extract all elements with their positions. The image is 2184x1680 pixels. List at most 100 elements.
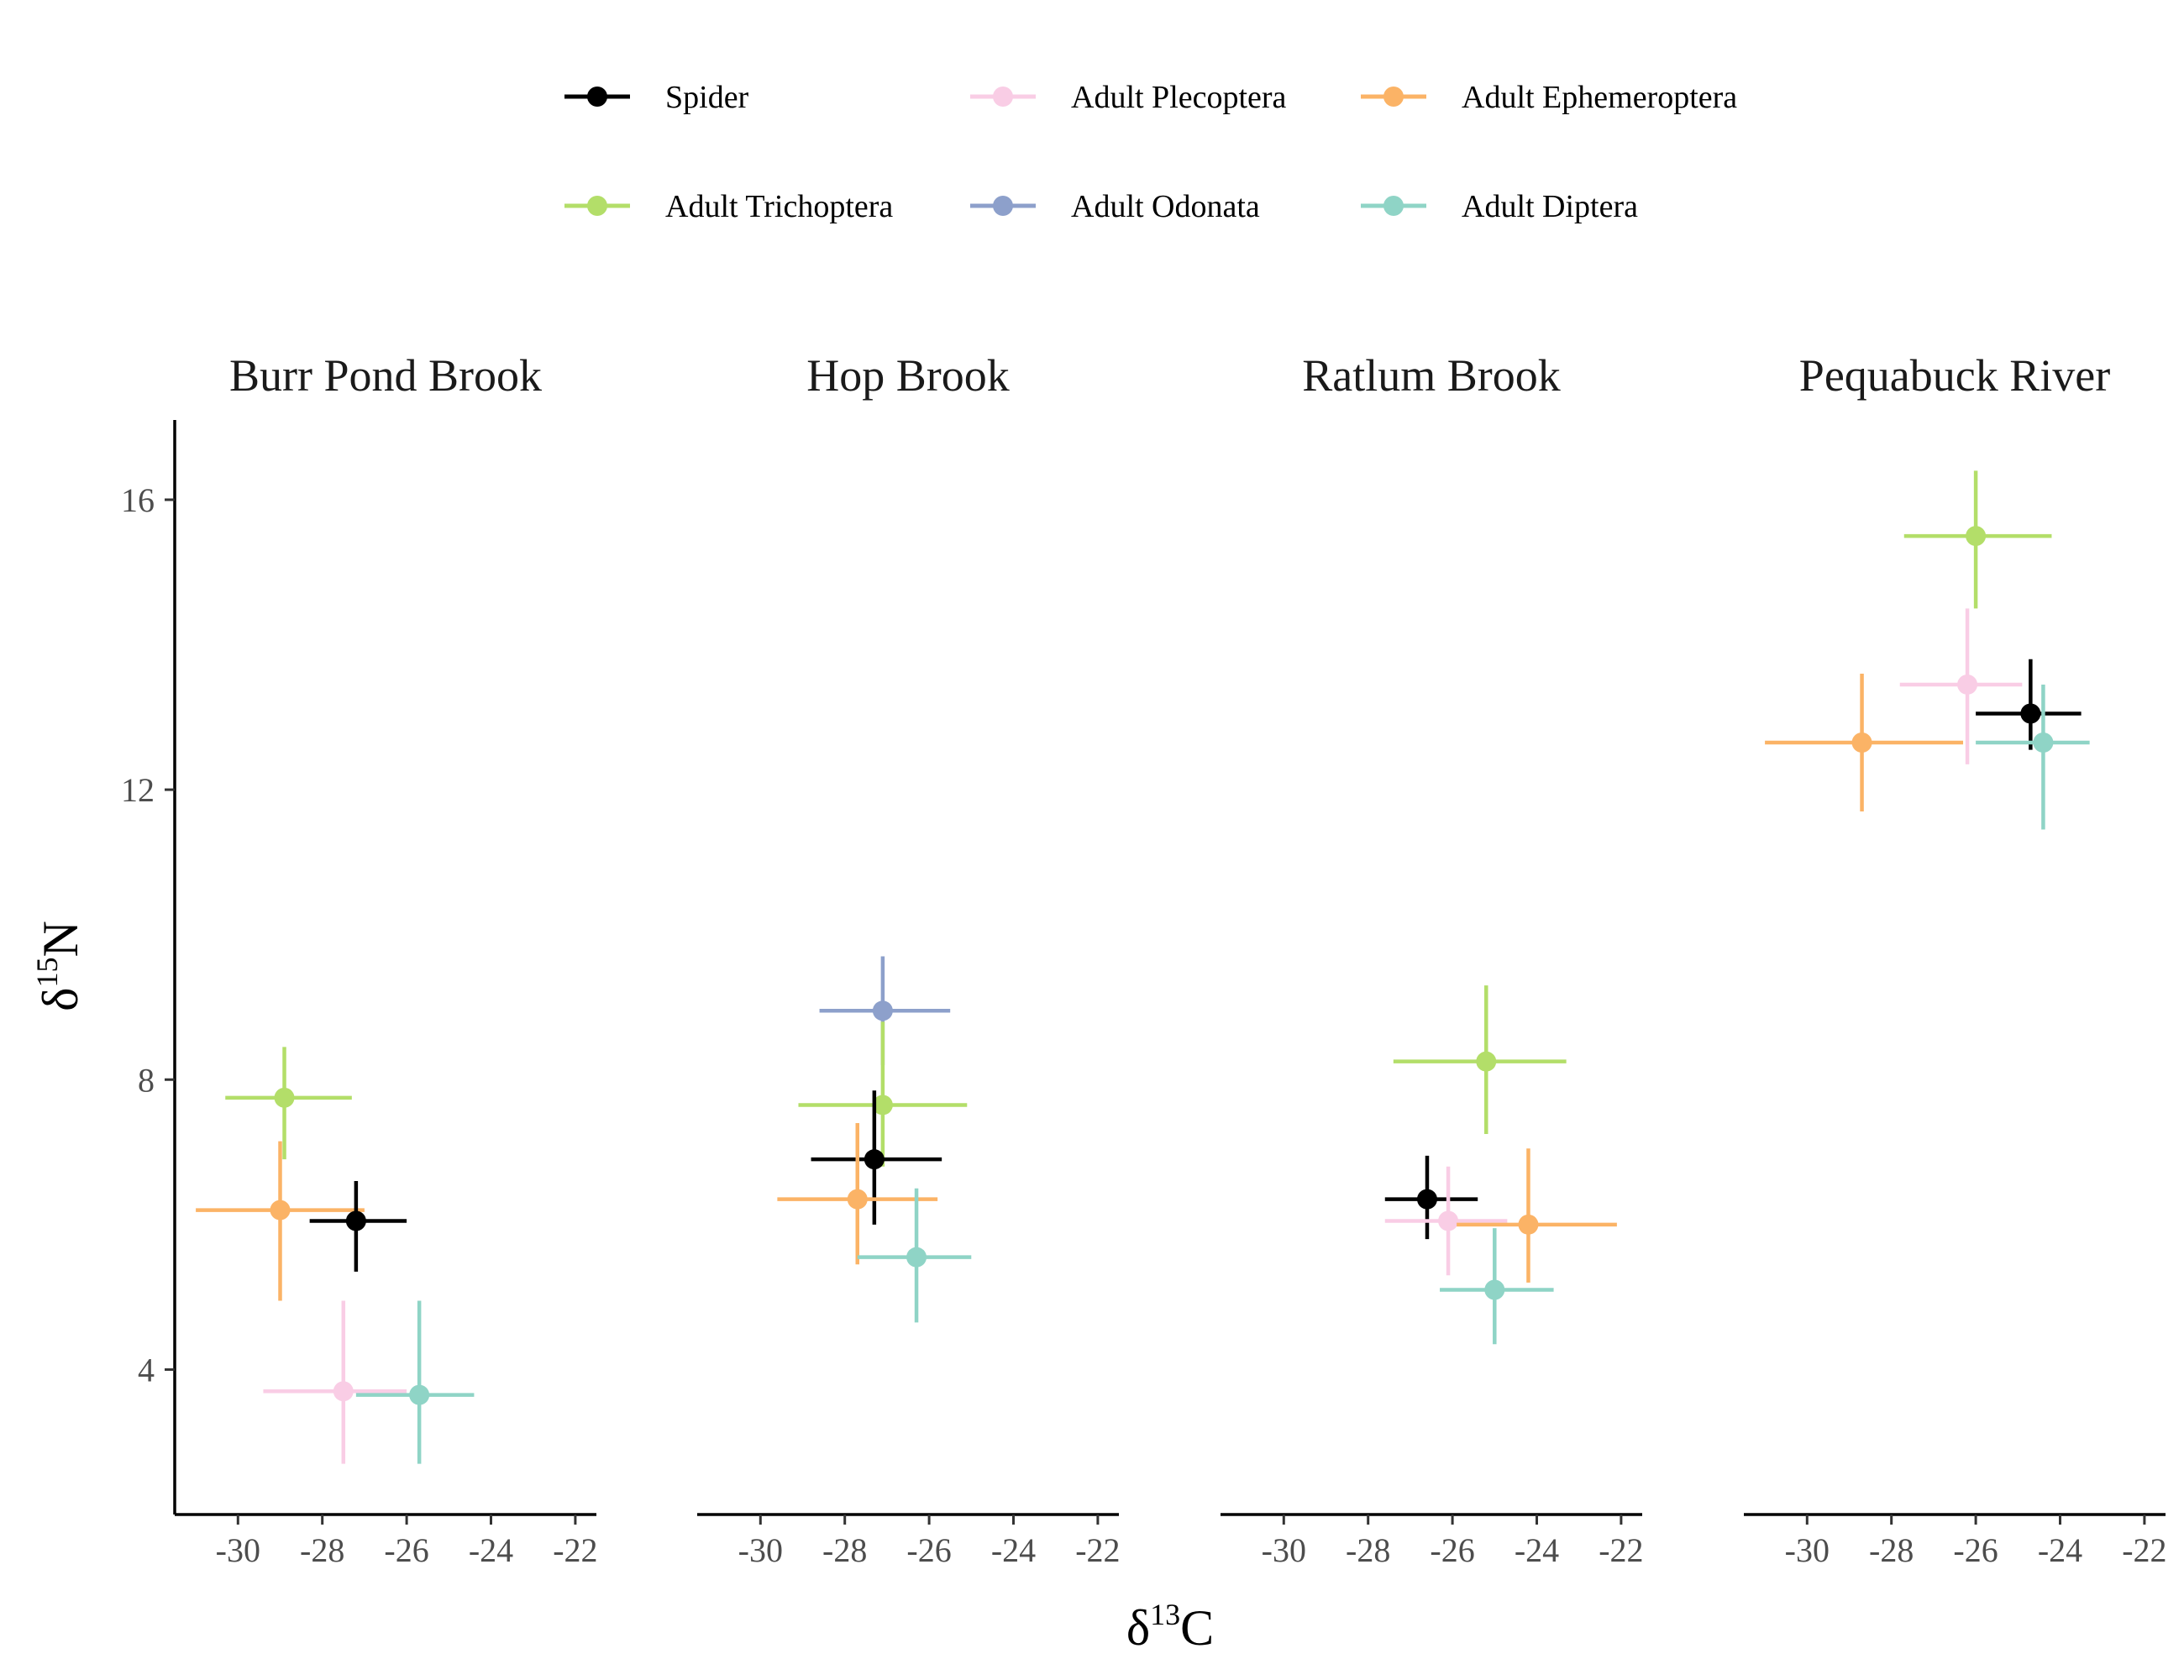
x-tick-label: -22 (1075, 1531, 1120, 1569)
y-axis-title: δ15N (30, 921, 88, 1011)
data-point (345, 1210, 366, 1231)
data-point (270, 1200, 291, 1221)
point-adult-trichoptera (798, 1021, 968, 1167)
panel-title: Pequabuck River (1799, 350, 2110, 401)
legend-key-point (587, 87, 607, 107)
y-axis-title-elem: N (33, 921, 88, 957)
point-adult-ephemeroptera (777, 1123, 938, 1265)
data-point (906, 1247, 927, 1268)
point-adult-ephemeroptera (1765, 674, 1964, 811)
legend-key-point (993, 87, 1013, 107)
x-tick-label: -22 (1599, 1531, 1643, 1569)
data-point (847, 1189, 868, 1210)
data-point (2020, 703, 2041, 724)
x-tick-label: -28 (1869, 1531, 1914, 1569)
panel-pequabuck-river: Pequabuck River -30 -28 -26 -24 -22 (1744, 350, 2167, 1569)
legend-key-point (1383, 196, 1404, 216)
data-point (1476, 1051, 1497, 1072)
panel-title: Burr Pond Brook (229, 350, 542, 401)
legend-item-adult-ephemeroptera: Adult Ephemeroptera (1361, 80, 1737, 115)
x-tick-label: -28 (300, 1531, 344, 1569)
point-adult-ephemeroptera (196, 1141, 365, 1301)
data-point (1957, 674, 1978, 695)
x-tick-label: -24 (1515, 1531, 1559, 1569)
panel-ratlum-brook: Ratlum Brook -30 -28 -26 -24 -22 (1221, 350, 1644, 1569)
data-point (1851, 732, 1872, 753)
legend-label: Adult Plecoptera (1071, 80, 1287, 115)
legend-item-spider: Spider (564, 80, 749, 115)
data-point (274, 1087, 295, 1108)
point-adult-trichoptera (225, 1047, 352, 1160)
x-tick-label: -26 (1430, 1531, 1474, 1569)
legend-label: Adult Ephemeroptera (1462, 80, 1737, 115)
y-tick-label: 16 (121, 481, 155, 519)
point-spider (1384, 1155, 1478, 1240)
legend-item-adult-diptera: Adult Diptera (1361, 189, 1638, 224)
panel-title: Ratlum Brook (1302, 350, 1561, 401)
data-point (333, 1381, 354, 1402)
y-axis-title-sup: 15 (30, 958, 64, 988)
data-point (864, 1149, 885, 1170)
legend-key-point (587, 196, 607, 216)
point-adult-trichoptera (1393, 985, 1567, 1134)
legend-label: Adult Diptera (1462, 189, 1638, 224)
x-tick-label: -22 (553, 1531, 597, 1569)
point-adult-diptera (355, 1300, 475, 1464)
legend-label: Spider (665, 80, 749, 115)
y-tick-label: 12 (121, 771, 155, 809)
point-spider (811, 1090, 942, 1225)
y-tick-label: 8 (138, 1061, 155, 1099)
data-point (409, 1384, 430, 1405)
legend-label: Adult Odonata (1071, 189, 1260, 224)
point-adult-plecoptera (1899, 608, 2023, 764)
data-point (1518, 1214, 1539, 1235)
data-point (2033, 732, 2054, 753)
x-tick-label: -22 (2122, 1531, 2166, 1569)
axis-titles: δ13C δ15N (30, 921, 1214, 1656)
point-adult-odonata (819, 956, 951, 1065)
x-tick-label: -28 (822, 1531, 867, 1569)
x-tick-label: -30 (1785, 1531, 1830, 1569)
legend-key-point (993, 196, 1013, 216)
panels: Burr Pond Brook -30 -28 -26 -24 -22 4 8 12 16 Hop … (121, 350, 2167, 1569)
point-adult-plecoptera (263, 1300, 407, 1464)
x-axis-title-base: δ (1126, 1600, 1150, 1656)
legend-item-adult-odonata: Adult Odonata (970, 189, 1260, 224)
data-point (1416, 1189, 1437, 1210)
point-adult-diptera (1440, 1228, 1554, 1345)
panel-burr-pond-brook: Burr Pond Brook -30 -28 -26 -24 -22 4 8 12 16 (121, 350, 598, 1569)
data-point (1438, 1210, 1459, 1231)
data-point (872, 1095, 893, 1116)
point-spider (1976, 659, 2082, 750)
x-tick-label: -26 (906, 1531, 951, 1569)
panel-hop-brook: Hop Brook -30 -28 -26 -24 -22 (697, 350, 1121, 1569)
data-point (872, 1000, 893, 1021)
x-tick-label: -30 (738, 1531, 783, 1569)
legend-key-point (1383, 87, 1404, 107)
x-tick-label: -26 (384, 1531, 428, 1569)
data-point (1484, 1279, 1505, 1300)
x-tick-label: -24 (991, 1531, 1036, 1569)
point-adult-ephemeroptera (1457, 1148, 1617, 1283)
point-adult-diptera (857, 1188, 972, 1323)
x-tick-label: -24 (469, 1531, 513, 1569)
point-adult-trichoptera (1903, 470, 2052, 609)
data-point (1966, 526, 1987, 547)
legend-item-adult-plecoptera: Adult Plecoptera (970, 80, 1287, 115)
x-axis-title: δ13C (1126, 1598, 1214, 1656)
panel-title: Hop Brook (806, 350, 1010, 401)
x-tick-label: -28 (1346, 1531, 1390, 1569)
x-tick-label: -26 (1953, 1531, 1998, 1569)
y-tick-label: 4 (138, 1351, 155, 1389)
x-tick-label: -30 (216, 1531, 260, 1569)
y-axis-title-base: δ (33, 988, 88, 1011)
x-axis-title-elem: C (1180, 1600, 1214, 1656)
point-spider (309, 1181, 407, 1272)
legend: Spider Adult Plecoptera Adult Ephemeropter… (564, 80, 1737, 224)
x-tick-label: -30 (1262, 1531, 1306, 1569)
x-axis-title-sup: 13 (1150, 1598, 1180, 1631)
x-tick-label: -24 (2038, 1531, 2082, 1569)
point-adult-diptera (1976, 684, 2090, 830)
